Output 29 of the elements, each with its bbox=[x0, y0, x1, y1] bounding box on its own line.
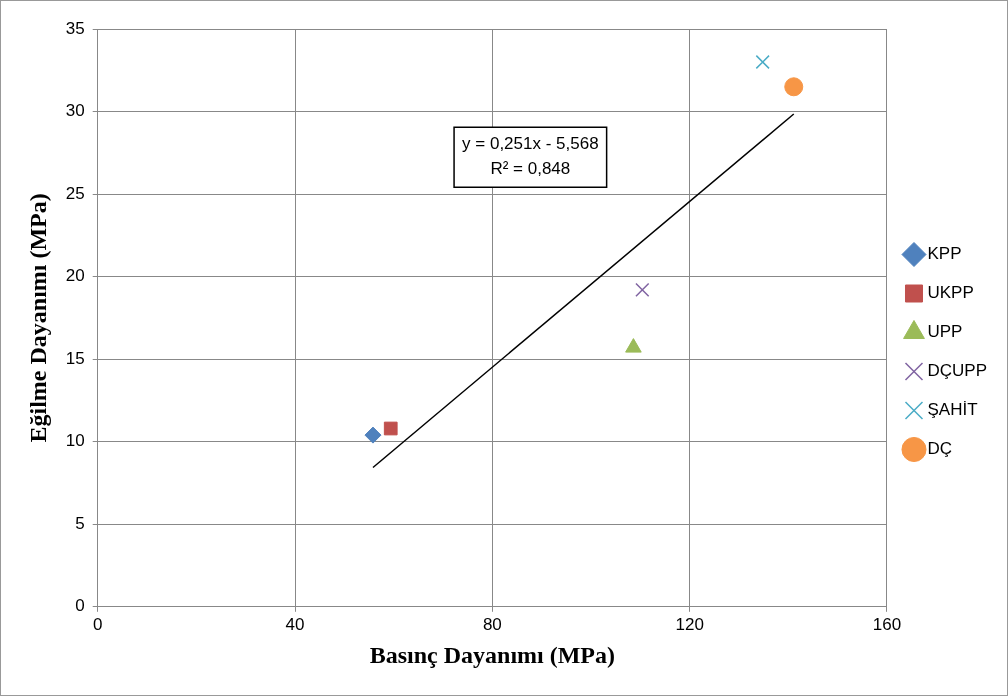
legend-label: UKPP bbox=[927, 283, 974, 303]
legend-label: UPP bbox=[927, 322, 963, 342]
legend-label: DÇUPP bbox=[927, 361, 988, 381]
point bbox=[784, 77, 804, 97]
y-tick-label: 30 bbox=[65, 101, 85, 121]
y-axis-title: Eğilme Dayanımı (MPa) bbox=[24, 193, 51, 443]
legend-label: DÇ bbox=[927, 439, 953, 459]
point bbox=[755, 54, 770, 70]
point bbox=[383, 421, 398, 436]
y-tick-label: 5 bbox=[75, 513, 85, 533]
x-tick-label: 40 bbox=[285, 614, 305, 634]
point bbox=[364, 426, 382, 444]
x-axis-title: Basınç Dayanımı (MPa) bbox=[369, 641, 616, 668]
y-tick-label: 15 bbox=[65, 348, 85, 368]
y-tick-label: 10 bbox=[65, 431, 85, 451]
legend-label: ŞAHİT bbox=[927, 400, 978, 420]
x-tick-label: 80 bbox=[482, 614, 502, 634]
y-tick-label: 25 bbox=[65, 183, 85, 203]
annotation: R² = 0,848 bbox=[490, 159, 571, 179]
y-tick-label: 35 bbox=[65, 18, 85, 38]
x-tick-label: 120 bbox=[675, 614, 704, 634]
y-tick-label: 20 bbox=[65, 266, 85, 286]
y-tick-label: 0 bbox=[75, 596, 85, 616]
x-tick-label: 160 bbox=[872, 614, 902, 634]
point bbox=[625, 338, 642, 353]
legend-label: KPP bbox=[927, 244, 962, 264]
point bbox=[635, 282, 650, 297]
annotation: y = 0,251x - 5,568 bbox=[462, 134, 599, 154]
x-tick-label: 0 bbox=[92, 614, 103, 634]
